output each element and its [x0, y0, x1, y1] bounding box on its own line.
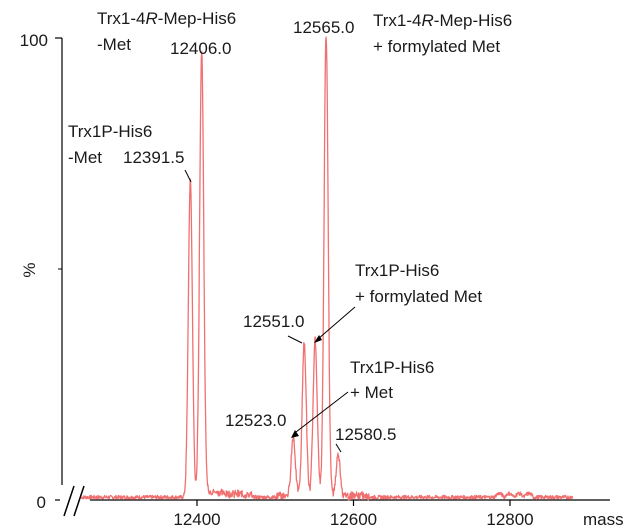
leader-12551-0 — [287, 335, 303, 344]
peak-label-12565-0: 12565.0 — [293, 18, 354, 37]
x-ticks: 12400 12600 12800 — [173, 500, 534, 529]
x-tick-label-12800: 12800 — [486, 510, 533, 529]
annotation-trx1p-fmet-line1: Trx1P-His6 — [355, 261, 439, 280]
annotation-trx1p-plusmet-line2: + Met — [350, 383, 393, 402]
annotation-trx1p-met-line1: Trx1P-His6 — [68, 122, 152, 141]
leader-lines — [184, 169, 356, 453]
peak-label-12580-5: 12580.5 — [335, 425, 396, 444]
arrow-head-plusmet — [291, 430, 299, 438]
leader-trx1p-plusmet — [295, 391, 349, 433]
peak-label-12406-0: 12406.0 — [170, 39, 231, 58]
axis-break-marker — [60, 485, 90, 517]
annotation-trx1-4r-met-line2: -Met — [97, 35, 131, 54]
spectrum-line — [80, 36, 574, 501]
leader-12580-5 — [335, 443, 342, 453]
annotation-trx1p-plusmet-line1: Trx1P-His6 — [350, 358, 434, 377]
annotation-trx1-4r-fmet-line2: + formylated Met — [373, 37, 500, 56]
x-tick-label-12600: 12600 — [330, 510, 377, 529]
peak-label-12523-0: 12523.0 — [225, 411, 286, 430]
arrow-head-fmet — [314, 335, 322, 343]
peak-label-12551-0: 12551.0 — [243, 312, 304, 331]
x-tick-label-12400: 12400 — [173, 510, 220, 529]
annotation-trx1p-met-line2: -Met — [68, 148, 102, 167]
x-axis-label: mass — [583, 510, 624, 529]
annotation-trx1-4r-fmet-line1: Trx1-4R-Mep-His6 — [373, 11, 512, 30]
annotation-trx1p-fmet-line2: + formylated Met — [355, 287, 482, 306]
leader-trx1p-fmet — [317, 306, 356, 340]
leader-12391-5 — [184, 169, 192, 183]
y-tick-label-0: 0 — [37, 493, 46, 512]
y-tick-label-100: 100 — [20, 31, 48, 50]
annotation-trx1-4r-met-line1: Trx1-4R-Mep-His6 — [97, 9, 236, 28]
peak-label-12391-5: 12391.5 — [123, 148, 184, 167]
y-axis-label: % — [20, 262, 39, 277]
